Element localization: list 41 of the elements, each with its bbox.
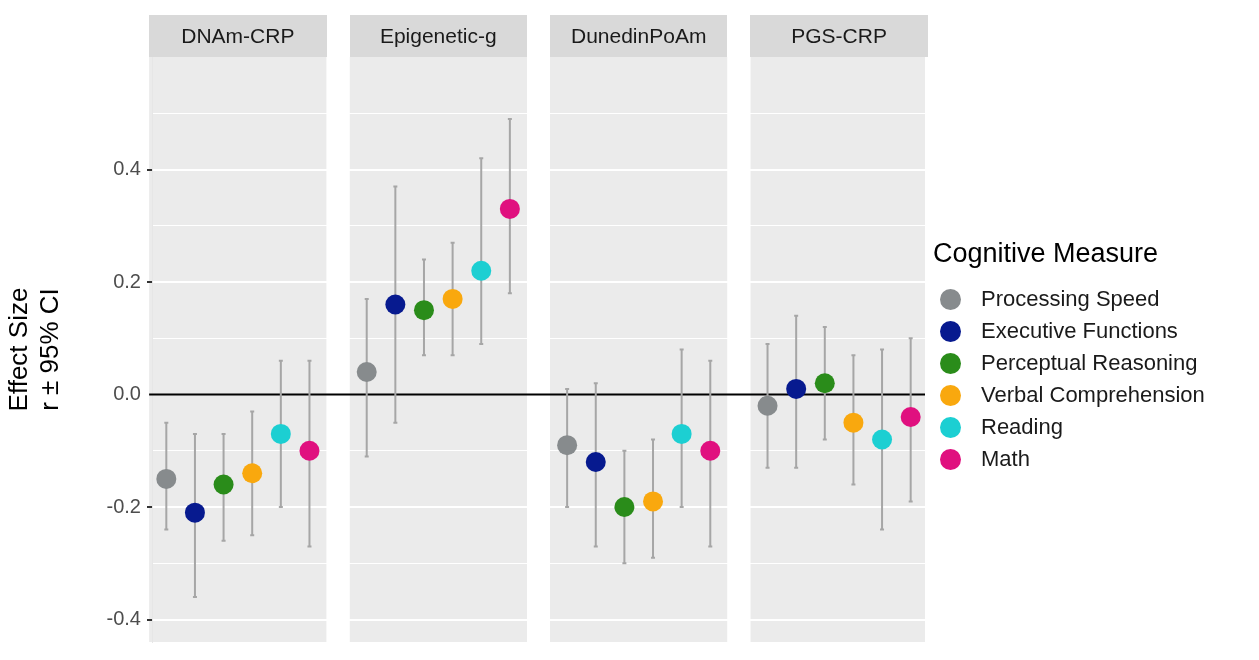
point	[643, 491, 664, 512]
point	[270, 423, 291, 444]
point	[900, 407, 921, 427]
point	[614, 497, 635, 517]
point	[385, 294, 406, 315]
point	[757, 395, 778, 416]
point	[471, 260, 492, 281]
y-tick-label: -0.4	[106, 607, 141, 630]
point	[814, 373, 835, 394]
text: PGS-CRP	[750, 15, 928, 57]
legend-label: Processing Speed	[981, 286, 1160, 312]
legend-label: Executive Functions	[981, 318, 1178, 344]
point	[213, 474, 234, 495]
point	[872, 429, 893, 450]
point	[299, 440, 320, 461]
point	[786, 378, 807, 399]
point	[356, 362, 377, 382]
y-tick-label: -0.2	[106, 494, 141, 517]
point	[557, 435, 578, 456]
legend-title: Cognitive Measure	[933, 238, 1160, 269]
point	[156, 468, 177, 489]
legend-label: Reading	[981, 414, 1063, 440]
point	[700, 440, 721, 461]
text: Epigenetic-g	[349, 15, 528, 57]
point	[843, 412, 864, 433]
point	[184, 502, 205, 523]
point	[671, 423, 692, 444]
legend-label: Perceptual Reasoning	[981, 350, 1198, 376]
y-tick-label: 0.2	[113, 269, 141, 292]
point	[585, 452, 606, 472]
y-tick-label: 0.0	[113, 382, 141, 405]
point	[242, 463, 263, 484]
text: DNAm-CRP	[149, 15, 327, 57]
text: DunedinPoAm	[549, 15, 728, 57]
y-tick-label: 0.4	[113, 157, 141, 180]
legend-label: Math	[981, 446, 1030, 472]
legend-label: Verbal Comprehension	[981, 382, 1205, 408]
point	[499, 198, 520, 219]
point	[442, 288, 463, 309]
point	[413, 300, 434, 321]
y-axis-title: Effect Size r ± 95% CI	[2, 287, 64, 412]
